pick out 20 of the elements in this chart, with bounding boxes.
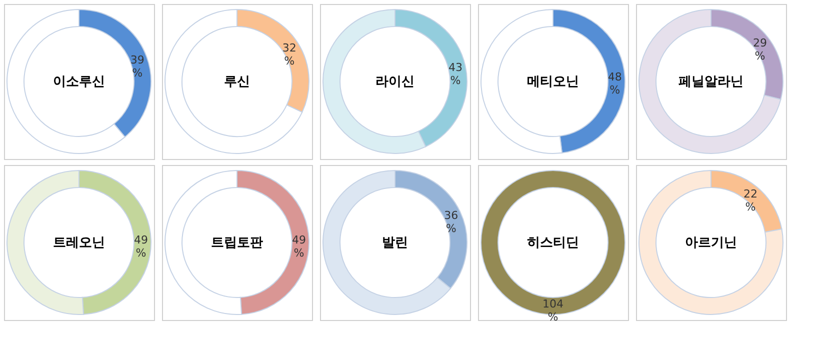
text: 트레오닌 (53, 236, 105, 250)
text: 아르기닌 (685, 236, 737, 250)
data-label: 22 % (744, 188, 758, 214)
data-label: 32 % (282, 41, 296, 68)
text: 히스티딘 (527, 236, 579, 250)
data-label: 43 % (448, 60, 463, 87)
data-label: 49 % (134, 234, 148, 260)
text: 페닐알라닌 (678, 74, 744, 90)
data-label: 104 % (542, 298, 564, 324)
text: 발린 (382, 236, 408, 250)
data-label: 29 % (752, 36, 767, 62)
data-label: 48 % (608, 70, 622, 97)
donut-slice (638, 9, 782, 154)
text: 메티오닌 (527, 74, 579, 90)
donut-slice (638, 170, 784, 315)
text: 트립토판 (211, 236, 263, 250)
text: 라이신 (376, 74, 414, 90)
text: 루신 (224, 74, 250, 90)
data-label: 49 % (292, 234, 306, 260)
text: 이소루신 (53, 74, 105, 90)
